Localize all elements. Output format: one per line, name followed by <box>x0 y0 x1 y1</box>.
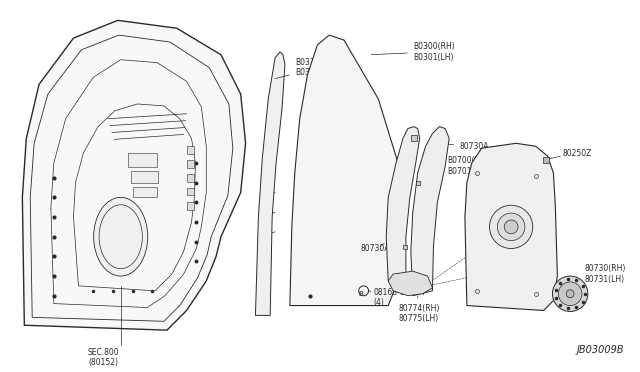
Bar <box>187 146 195 154</box>
Text: 80730(RH)
80731(LH): 80730(RH) 80731(LH) <box>573 264 627 284</box>
Text: B0700(RH)
B0701(LH): B0700(RH) B0701(LH) <box>420 156 489 176</box>
Polygon shape <box>22 20 246 330</box>
Text: SEC.800
(80152): SEC.800 (80152) <box>87 348 119 367</box>
Text: 80730A: 80730A <box>440 142 488 151</box>
Bar <box>187 160 195 168</box>
Circle shape <box>490 205 532 248</box>
Bar <box>127 153 157 167</box>
Bar <box>187 202 195 210</box>
Polygon shape <box>290 35 403 305</box>
Bar <box>187 174 195 182</box>
Circle shape <box>552 276 588 311</box>
Text: 80730AA: 80730AA <box>361 243 396 253</box>
Bar <box>132 187 157 198</box>
Ellipse shape <box>93 198 148 276</box>
Text: 80250Z: 80250Z <box>563 149 591 158</box>
Polygon shape <box>411 126 449 296</box>
Text: B0300(RH)
B0301(LH): B0300(RH) B0301(LH) <box>371 42 454 61</box>
Circle shape <box>558 282 582 305</box>
Text: 08168-6121A
(4): 08168-6121A (4) <box>369 288 424 307</box>
Bar <box>131 171 158 183</box>
Bar <box>187 187 195 195</box>
Text: 80774(RH)
80775(LH): 80774(RH) 80775(LH) <box>398 296 440 323</box>
Circle shape <box>497 213 525 241</box>
Polygon shape <box>465 143 557 311</box>
Polygon shape <box>386 126 420 281</box>
Circle shape <box>504 220 518 234</box>
Text: B: B <box>359 291 364 297</box>
Polygon shape <box>255 52 285 315</box>
Text: B0335N(RH)
B0336N(LH): B0335N(RH) B0336N(LH) <box>275 58 342 79</box>
Polygon shape <box>388 271 433 296</box>
Text: JB03009B: JB03009B <box>577 345 624 355</box>
Circle shape <box>566 290 574 298</box>
